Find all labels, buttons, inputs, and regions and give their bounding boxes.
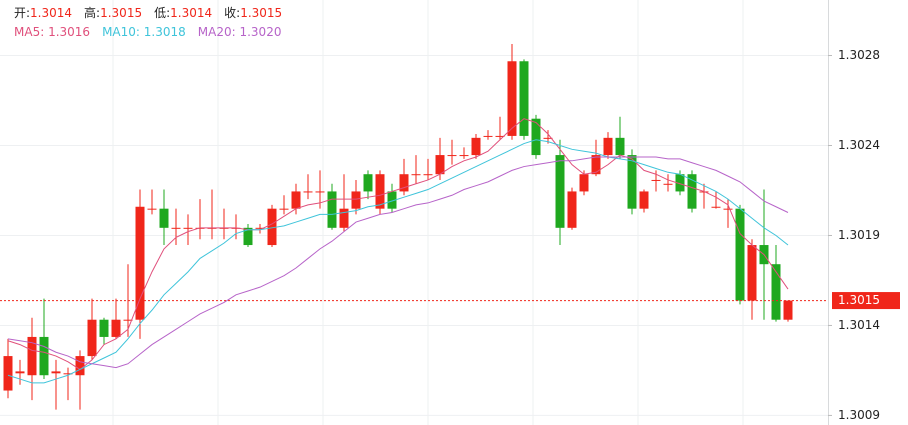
y-tick-label: 1.3019 [838,228,880,242]
candle-body [327,191,337,228]
candle-body [507,61,517,136]
candle-body [51,371,61,374]
candle-body [471,137,481,156]
candle-body [363,174,373,192]
candle-body [291,191,301,209]
candle-body [75,356,85,376]
header-label: 开: [14,6,30,20]
legend-value: 1.3020 [239,25,281,39]
ma-line [7,156,789,369]
ma-legend: MA5: 1.3016 MA10: 1.3018 MA20: 1.3020 [14,25,281,39]
candle-body [147,208,157,210]
candle-body [435,155,445,175]
candle-body [39,336,49,376]
candle-body [15,371,25,374]
candle-body [99,319,109,337]
legend-separator: : [40,25,48,39]
legend-name: MA20 [198,25,232,39]
candle-body [315,191,325,193]
candle-body [123,319,133,321]
candle-body [63,373,73,375]
ohlc-header: 开:1.3014 高:1.3015 低:1.3014 收:1.3015 [14,5,282,20]
header-value: 1.3015 [240,6,282,20]
candle-body [579,174,589,192]
header-value: 1.3014 [30,6,72,20]
candle-body [447,155,457,157]
candle-body [555,155,565,228]
candle-body [111,319,121,337]
candle-body [303,191,313,193]
candle-body [735,208,745,301]
candle-body [87,319,97,357]
candle-body [675,174,685,192]
legend-name: MA10 [102,25,136,39]
candle-body [783,300,793,320]
y-tick-label: 1.3028 [838,48,880,62]
y-tick-label: 1.3009 [838,408,880,422]
candle-body [387,191,397,209]
candle-body [747,245,757,301]
candle-body [159,208,169,228]
candle-body [135,206,145,320]
candle-body [627,155,637,209]
legend-value: 1.3016 [48,25,90,39]
candle-body [519,61,529,136]
candle-body [351,191,361,209]
candle-body [603,137,613,156]
candle-body [615,137,625,156]
candle-body [651,179,661,181]
header-label: 低: [154,6,170,20]
ma-line [7,139,789,384]
header-value: 1.3014 [170,6,212,20]
ma-line [7,118,789,371]
candle-body [183,227,193,229]
candle-body [543,137,553,139]
candle-body [723,208,733,210]
legend-separator: : [136,25,144,39]
candle-body [399,174,409,192]
y-tick-label: 1.3024 [838,138,880,152]
header-label: 高: [84,5,100,20]
candle-body [171,227,181,229]
last-price-label: 1.3015 [838,293,880,307]
candle-body [255,227,265,229]
vertical-grid [112,0,744,425]
candle-body [663,183,673,185]
candle-body [243,227,253,246]
candle-body [639,191,649,209]
candle-body [711,206,721,208]
candle-body [567,191,577,228]
last-price-tag [832,292,900,310]
legend-value: 1.3018 [144,25,186,39]
candle-body [375,174,385,209]
legend-name: MA5 [14,25,40,39]
y-tick-label: 1.3014 [838,318,880,332]
candle-body [531,118,541,156]
candle-body [27,336,37,376]
candle-body [339,208,349,228]
candle-body [423,174,433,176]
legend-separator: : [232,25,240,39]
candle-body [483,135,493,137]
candle-body [3,356,13,391]
candle-body [459,155,469,157]
candle-body [771,264,781,320]
header-value: 1.3015 [100,6,142,20]
candle-body [267,208,277,246]
header-label: 收: [224,6,240,20]
candle-body [591,155,601,175]
candle-body [495,135,505,137]
candle-body [411,174,421,176]
candle-body [687,174,697,209]
candle-body [279,208,289,210]
